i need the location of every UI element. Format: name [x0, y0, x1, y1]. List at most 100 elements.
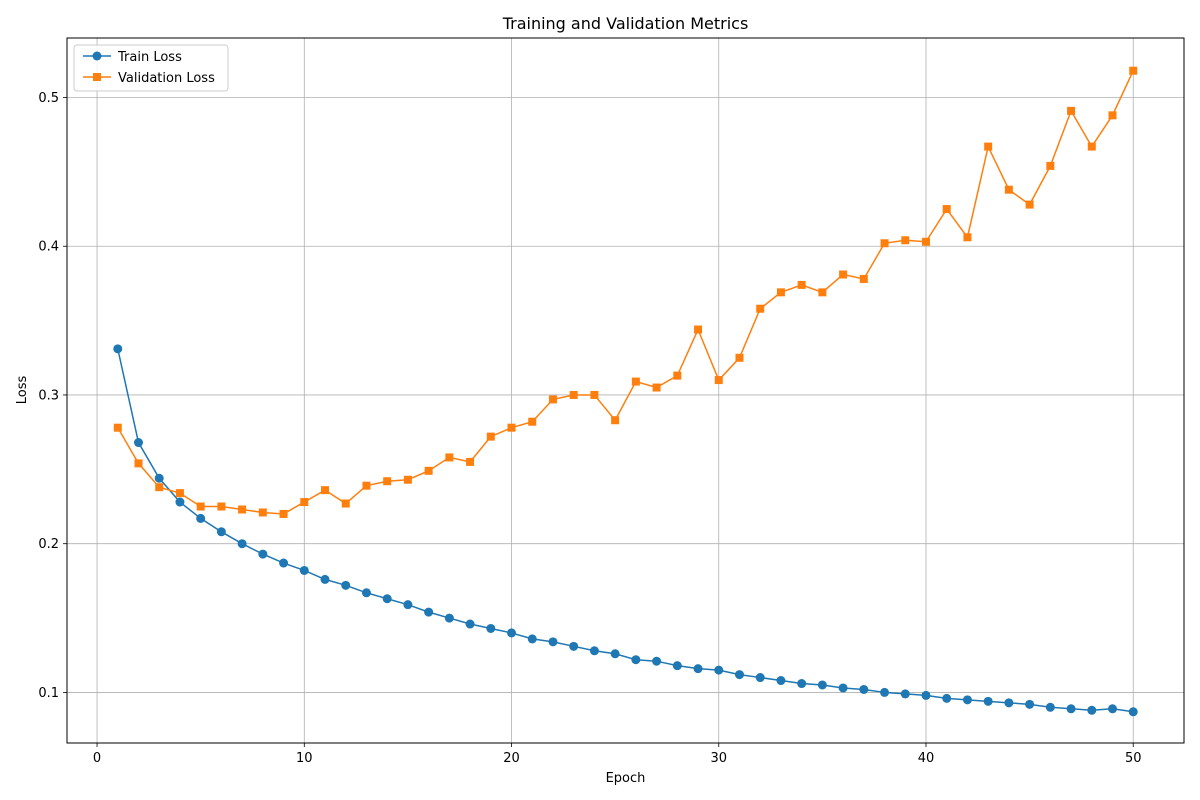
plot-frame	[66, 37, 1185, 744]
x-tick-label: 10	[296, 751, 313, 766]
data-point-validation-loss	[611, 416, 620, 425]
data-point-train-loss	[983, 696, 993, 706]
data-point-train-loss	[1128, 707, 1138, 717]
data-point-validation-loss	[403, 475, 412, 484]
legend-label-validation: Validation Loss	[118, 71, 215, 86]
data-point-train-loss	[1045, 702, 1055, 712]
series-validation-loss	[113, 66, 1138, 518]
data-point-validation-loss	[569, 390, 578, 399]
data-point-train-loss	[693, 664, 703, 674]
data-point-train-loss	[880, 687, 890, 697]
y-axis-label: Loss	[15, 376, 30, 405]
data-point-train-loss	[507, 628, 517, 638]
x-tick-label: 50	[1125, 751, 1142, 766]
data-point-validation-loss	[673, 371, 682, 380]
data-point-validation-loss	[362, 481, 371, 490]
data-point-validation-loss	[341, 499, 350, 508]
x-axis-label: Epoch	[606, 771, 646, 786]
data-point-validation-loss	[756, 304, 765, 313]
data-point-train-loss	[1025, 699, 1035, 709]
data-point-train-loss	[320, 574, 330, 584]
data-point-validation-loss	[776, 288, 785, 297]
data-point-validation-loss	[652, 383, 661, 392]
data-point-validation-loss	[942, 205, 951, 214]
data-point-validation-loss	[466, 457, 475, 466]
data-point-validation-loss	[1129, 66, 1138, 75]
data-point-train-loss	[258, 549, 268, 559]
data-point-validation-loss	[486, 432, 495, 441]
data-point-validation-loss	[155, 483, 164, 492]
x-tick-label: 30	[710, 751, 727, 766]
data-point-train-loss	[527, 634, 537, 644]
x-tick-label: 20	[503, 751, 520, 766]
data-point-train-loss	[589, 646, 599, 656]
legend-label-train: Train Loss	[117, 50, 182, 65]
data-point-validation-loss	[714, 376, 723, 385]
data-point-train-loss	[817, 680, 827, 690]
data-point-validation-loss	[818, 288, 827, 297]
data-point-train-loss	[424, 607, 434, 617]
data-point-train-loss	[216, 527, 226, 537]
data-point-train-loss	[921, 690, 931, 700]
data-point-validation-loss	[217, 502, 226, 511]
data-point-validation-loss	[300, 498, 309, 507]
data-point-train-loss	[714, 665, 724, 675]
data-point-validation-loss	[694, 325, 703, 334]
data-point-train-loss	[382, 594, 392, 604]
y-tick-label: 0.5	[38, 91, 59, 106]
data-point-train-loss	[403, 600, 413, 610]
series-train-loss	[113, 344, 1138, 717]
data-point-train-loss	[175, 497, 185, 507]
data-point-train-loss	[361, 588, 371, 598]
data-point-validation-loss	[279, 509, 288, 518]
data-point-validation-loss	[424, 466, 433, 475]
data-point-train-loss	[1066, 704, 1076, 714]
data-point-validation-loss	[963, 233, 972, 242]
legend: Train Loss Validation Loss	[73, 44, 229, 92]
data-point-validation-loss	[984, 142, 993, 151]
legend-box	[73, 44, 229, 92]
data-point-train-loss	[1004, 698, 1014, 708]
data-point-validation-loss	[321, 486, 330, 495]
y-tick-label: 0.2	[38, 537, 59, 552]
chart-title: Training and Validation Metrics	[502, 14, 749, 33]
data-point-validation-loss	[134, 459, 143, 468]
data-point-validation-loss	[921, 237, 930, 246]
axis-ticks: 0 10 20 30 40 50 0.1 0.2 0.3 0.4 0.5	[38, 91, 1141, 766]
data-point-validation-loss	[631, 377, 640, 386]
data-point-validation-loss	[590, 390, 599, 399]
data-point-validation-loss	[507, 423, 516, 432]
data-point-validation-loss	[258, 508, 267, 517]
data-point-train-loss	[755, 673, 765, 683]
data-point-train-loss	[797, 679, 807, 689]
legend-marker-validation	[93, 73, 101, 81]
data-point-train-loss	[279, 558, 289, 568]
data-point-train-loss	[237, 539, 247, 549]
data-point-train-loss	[610, 649, 620, 659]
data-point-validation-loss	[1108, 111, 1117, 120]
data-point-train-loss	[341, 580, 351, 590]
series-group	[113, 66, 1138, 717]
data-point-train-loss	[672, 661, 682, 671]
x-tick-label: 0	[93, 751, 101, 766]
legend-marker-train	[92, 51, 102, 61]
data-point-validation-loss	[735, 353, 744, 362]
data-point-train-loss	[734, 670, 744, 680]
data-point-validation-loss	[1087, 142, 1096, 151]
data-point-validation-loss	[548, 395, 557, 404]
x-tick-label: 40	[918, 751, 935, 766]
data-point-validation-loss	[859, 274, 868, 283]
data-point-train-loss	[1108, 704, 1118, 714]
y-tick-label: 0.4	[38, 240, 59, 255]
data-point-validation-loss	[1067, 106, 1076, 115]
data-point-validation-loss	[1004, 185, 1013, 194]
data-point-train-loss	[444, 613, 454, 623]
data-point-validation-loss	[880, 239, 889, 248]
data-point-validation-loss	[797, 280, 806, 289]
data-point-train-loss	[1087, 705, 1097, 715]
data-point-train-loss	[113, 344, 123, 354]
data-point-train-loss	[548, 637, 558, 647]
data-point-validation-loss	[113, 423, 122, 432]
